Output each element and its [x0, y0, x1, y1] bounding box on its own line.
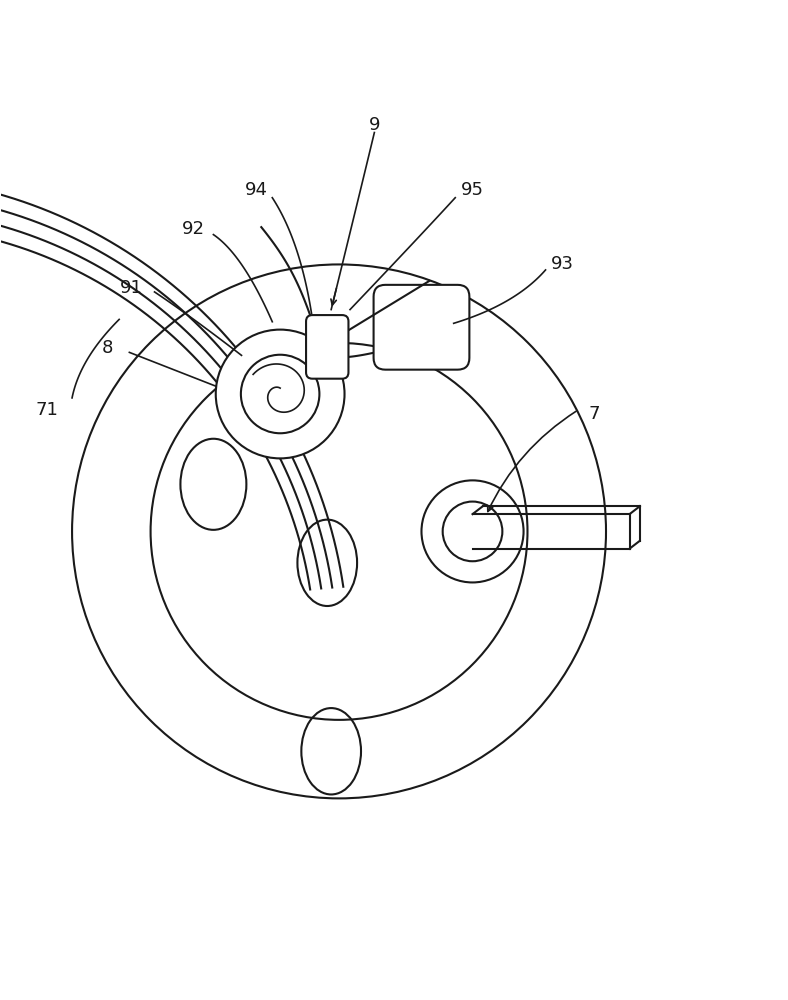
Circle shape [72, 264, 606, 798]
Circle shape [422, 480, 523, 582]
Text: 92: 92 [182, 220, 205, 238]
Text: 94: 94 [245, 181, 268, 199]
Text: 71: 71 [35, 401, 58, 419]
Text: 7: 7 [589, 405, 600, 423]
Text: 9: 9 [369, 116, 380, 134]
FancyBboxPatch shape [306, 315, 348, 379]
FancyBboxPatch shape [374, 285, 470, 370]
Circle shape [216, 330, 344, 458]
Text: 93: 93 [552, 255, 574, 273]
Text: 91: 91 [120, 279, 143, 297]
Text: 8: 8 [102, 339, 113, 357]
Text: 95: 95 [461, 181, 484, 199]
